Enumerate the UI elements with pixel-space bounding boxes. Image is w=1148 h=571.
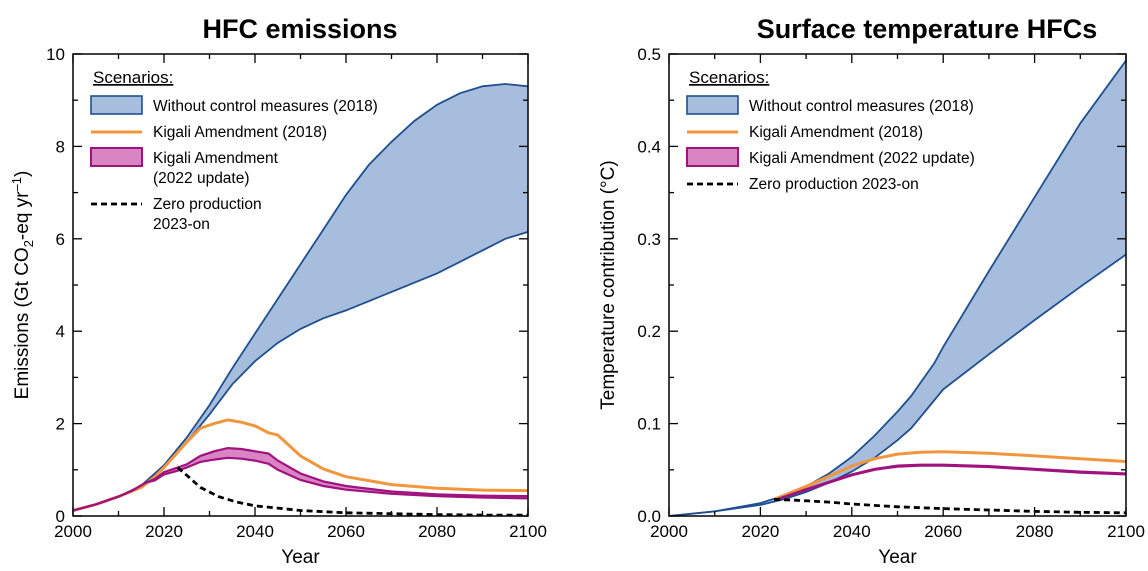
x-tick-label: 2080 bbox=[1016, 522, 1054, 541]
series-lower-kigali-amendment-2022-update bbox=[73, 456, 528, 512]
legend-label: Zero production 2023-on bbox=[749, 176, 919, 193]
y-axis-label-middle: -eq yr bbox=[12, 191, 33, 240]
x-tick-label: 2100 bbox=[509, 522, 547, 541]
y-tick-label: 2 bbox=[56, 415, 65, 434]
legend-label: Kigali Amendment (2022 update) bbox=[749, 150, 975, 167]
legend: Scenarios: Without control measures (2018… bbox=[686, 68, 975, 193]
legend-label-line2: 2023-on bbox=[153, 216, 210, 233]
y-axis-label-subscript: 2 bbox=[21, 240, 36, 247]
plot-area bbox=[669, 59, 1126, 516]
y-tick-label: 0.3 bbox=[637, 230, 661, 249]
legend-label: Without control measures (2018) bbox=[749, 98, 974, 115]
x-tick-label: 2020 bbox=[741, 522, 779, 541]
chart-title: Surface temperature HFCs bbox=[757, 14, 1098, 44]
y-axis-label-superscript: –1 bbox=[9, 177, 24, 191]
x-tick-label: 2040 bbox=[236, 522, 274, 541]
y-tick-label: 0 bbox=[56, 507, 65, 526]
series-upper-without-control-measures-2018 bbox=[669, 59, 1126, 516]
series-band-without-control-measures-2018 bbox=[669, 60, 1126, 516]
x-tick-label: 2060 bbox=[924, 522, 962, 541]
y-tick-label: 0.2 bbox=[637, 322, 661, 341]
y-axis-label: Temperature contribution (°C) bbox=[598, 160, 619, 409]
y-tick-label: 4 bbox=[56, 322, 65, 341]
y-tick-label: 8 bbox=[56, 137, 65, 156]
legend-label: Kigali Amendment (2018) bbox=[749, 124, 923, 141]
legend-label: Without control measures (2018) bbox=[153, 98, 378, 115]
legend-title: Scenarios: bbox=[93, 68, 173, 87]
chart-title: HFC emissions bbox=[202, 14, 397, 44]
x-tick-label: 2000 bbox=[650, 522, 688, 541]
legend-swatch-magenta-band bbox=[686, 147, 739, 167]
plot-area bbox=[73, 83, 528, 516]
x-tick-label: 2040 bbox=[833, 522, 871, 541]
y-axis-label-end: ) bbox=[12, 171, 33, 177]
legend: Scenarios: Without control measures (2018… bbox=[90, 68, 378, 233]
legend-swatch-magenta-band bbox=[90, 147, 143, 167]
x-tick-label: 2020 bbox=[145, 522, 183, 541]
series-dashed-zero-production-2023-on bbox=[774, 498, 1126, 515]
legend-label: Kigali Amendment (2018) bbox=[153, 124, 327, 141]
y-tick-label: 0.5 bbox=[637, 45, 661, 64]
series-dashed-zero-production-2023-on bbox=[176, 466, 528, 516]
y-tick-label: 0.0 bbox=[637, 507, 661, 526]
y-tick-label: 6 bbox=[56, 230, 65, 249]
x-tick-label: 2060 bbox=[327, 522, 365, 541]
surface-temperature-chart: Surface temperature HFCs 2000 2020 2040 2060… bbox=[598, 14, 1145, 568]
legend-label-line2: (2022 update) bbox=[153, 170, 250, 187]
y-tick-label: 10 bbox=[46, 45, 65, 64]
y-axis-label-main: Temperature contribution (°C) bbox=[598, 160, 619, 409]
y-axis-label: Emissions (Gt CO2-eq yr–1) bbox=[9, 171, 36, 400]
x-axis-label: Year bbox=[281, 547, 320, 568]
legend-swatch-blue-band bbox=[686, 95, 739, 115]
x-tick-label: 2000 bbox=[54, 522, 92, 541]
y-axis-label-main: Emissions (Gt CO bbox=[12, 247, 33, 399]
hfc-emissions-chart: HFC emissions 2000 2020 2040 2060 2080 2100 0 2 4… bbox=[9, 14, 547, 568]
legend-label: Zero production bbox=[153, 196, 262, 213]
series-lower-kigali-amendment-2022-update bbox=[773, 464, 1126, 502]
series-lower-without-control-measures-2018 bbox=[669, 253, 1126, 516]
series-line-kigali-amendment-2018 bbox=[773, 450, 1126, 501]
x-tick-label: 2080 bbox=[418, 522, 456, 541]
y-tick-label: 0.4 bbox=[637, 137, 661, 156]
legend-title: Scenarios: bbox=[689, 68, 769, 87]
y-tick-label: 0.1 bbox=[637, 415, 661, 434]
x-axis-label: Year bbox=[878, 547, 917, 568]
legend-label: Kigali Amendment bbox=[153, 150, 279, 167]
legend-swatch-blue-band bbox=[90, 95, 143, 115]
series-band-without-control-measures-2018 bbox=[73, 84, 528, 511]
x-tick-label: 2100 bbox=[1107, 522, 1145, 541]
